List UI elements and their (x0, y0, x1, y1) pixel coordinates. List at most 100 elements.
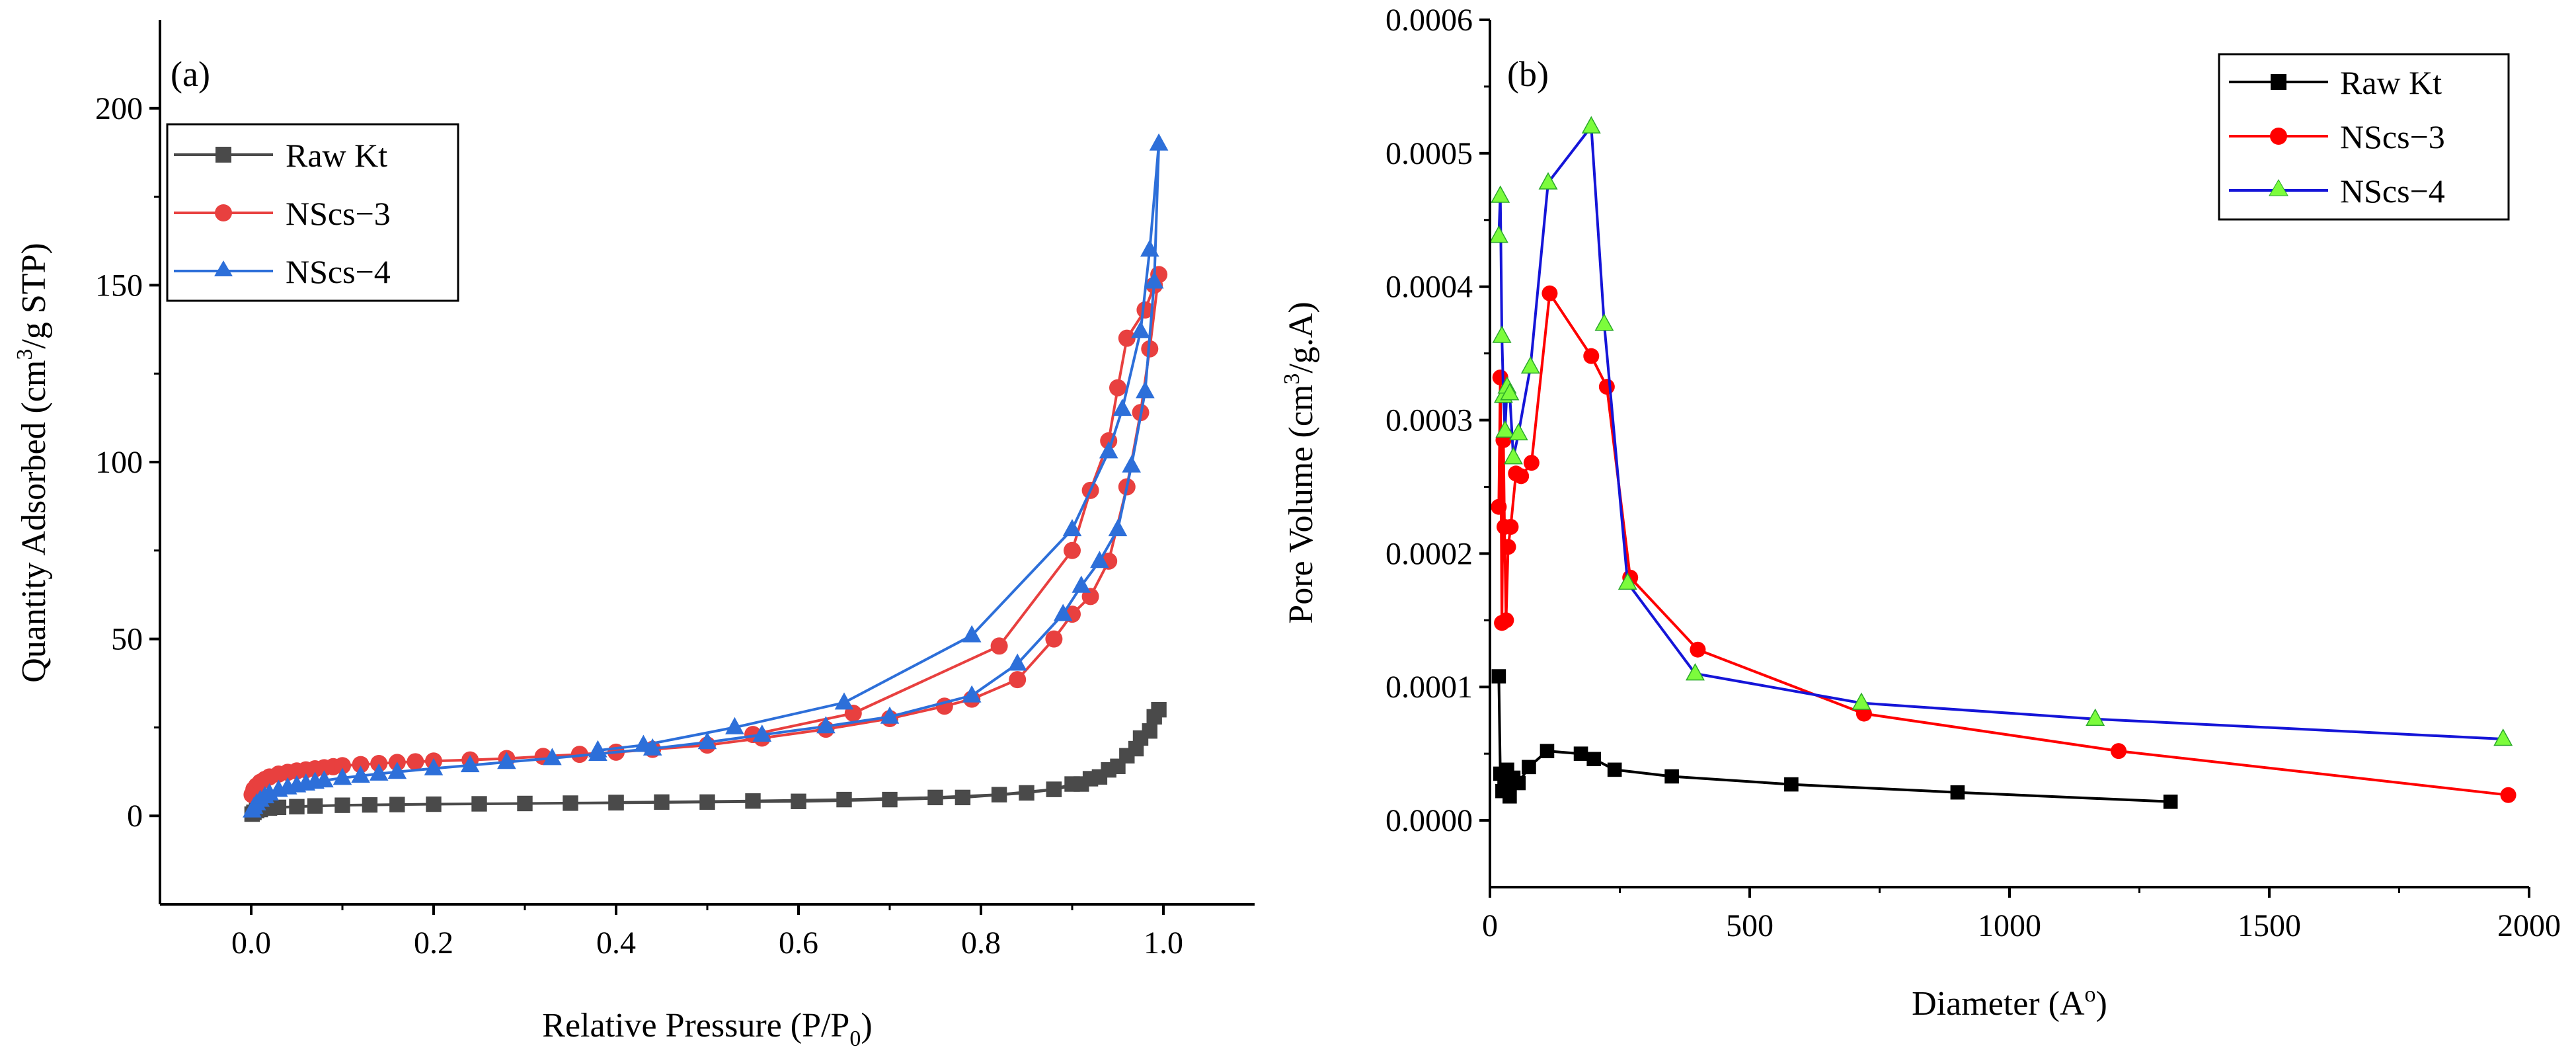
panel-a-x-tick-label: 0.0 (231, 925, 271, 961)
panel-b-point-nscs-3 (1491, 498, 1507, 515)
panel-b-ticks: 0 500 1000 1500 2000 0.0000 0.0001 0.0002 0.0003… (1386, 3, 2561, 943)
panel-a-legend: Raw Kt NScs−3 NScs−4 (166, 123, 459, 302)
panel-b-legend-label-nscs-4: NScs−4 (2340, 173, 2445, 210)
panel-a-tag: (a) (171, 54, 210, 94)
panel-a-point-raw-kt (836, 791, 852, 808)
panel-b-point-nscs-3 (1500, 539, 1516, 555)
panel-b-point-nscs-4 (1508, 422, 1528, 441)
panel-b-point-raw-kt (1503, 789, 1517, 804)
panel-b-point-raw-kt (1950, 785, 1965, 800)
panel-a-x-tick-label: 0.8 (961, 925, 1001, 961)
panel-a-point-nscs-4 (1072, 575, 1091, 593)
panel-b-point-nscs-4 (1618, 572, 1637, 590)
panel-b-point-nscs-3 (1598, 379, 1615, 395)
panel-b-point-nscs-3 (1542, 285, 1558, 301)
panel-a-point-raw-kt (927, 789, 943, 806)
panel-a-x-tick-label: 0.2 (414, 925, 453, 961)
panel-a-point-nscs-4 (369, 763, 389, 781)
panel-a-point-raw-kt (426, 796, 442, 812)
panel-a-point-nscs-3 (1118, 329, 1136, 347)
panel-a-point-raw-kt (334, 797, 350, 813)
panel-b-point-nscs-3 (1690, 641, 1706, 658)
panel-b-point-nscs-4 (1538, 172, 1558, 190)
panel-a-point-raw-kt (1142, 723, 1157, 739)
panel-b-point-nscs-4 (1852, 692, 1871, 710)
panel-b-point-nscs-4 (1581, 116, 1601, 134)
panel-a-point-nscs-4 (697, 732, 717, 750)
panel-b-point-nscs-3 (1498, 612, 1514, 629)
panel-a-point-raw-kt (791, 793, 806, 809)
panel-a-y-tick-label: 200 (95, 91, 143, 126)
panel-a-point-nscs-3 (407, 753, 424, 771)
panel-a-point-nscs-3 (352, 756, 370, 773)
panel-a-point-nscs-4 (1144, 271, 1164, 289)
panel-b-y-tick-label: 0.0001 (1386, 670, 1473, 705)
panel-b-x-tick-label: 2000 (2497, 908, 2561, 943)
panel-a-legend-marker-nscs-3 (215, 204, 232, 221)
panel-b-y-tick-label: 0.0002 (1386, 536, 1473, 571)
panel-b-x-tick-label: 1000 (1978, 908, 2041, 943)
panel-a-chart: 0.0 0.2 0.4 0.6 0.8 1.0 0 50 100 150 200 (a) Relat… (13, 20, 1255, 1051)
panel-b-legend-label-raw-kt: Raw Kt (2340, 64, 2442, 101)
panel-a-legend-label-raw-kt: Raw Kt (286, 137, 387, 174)
panel-b-series-line-nscs-3 (1497, 292, 2509, 797)
panel-a-point-nscs-4 (880, 706, 900, 724)
panel-b-y-tick-label: 0.0003 (1386, 403, 1473, 438)
panel-a-y-axis-title: Quantity Adsorbed (cm3/g STP) (13, 243, 53, 683)
panel-b-x-tick-label: 0 (1482, 908, 1498, 943)
panel-b-point-nscs-3 (1503, 519, 1519, 535)
panel-a-legend-marker-raw-kt (215, 147, 231, 163)
panel-b-series (1489, 116, 2517, 809)
panel-a-point-nscs-4 (460, 755, 480, 773)
panel-b-point-nscs-3 (2111, 743, 2127, 760)
panel-a-point-nscs-3 (1136, 301, 1154, 319)
panel-a-legend-item-raw-kt: Raw Kt (174, 137, 387, 174)
panel-a-point-raw-kt (270, 799, 287, 816)
panel-b-point-nscs-4 (1503, 447, 1523, 465)
panel-a-legend-marker-nscs-4 (214, 260, 233, 276)
panel-b-series-line-raw-kt (1497, 676, 2171, 803)
panel-b-point-nscs-4 (1489, 225, 1508, 243)
panel-a-legend-item-nscs-3: NScs−3 (174, 195, 391, 232)
panel-a-point-nscs-4 (424, 758, 444, 775)
panel-a-series-line-nscs-3 (251, 273, 1161, 795)
panel-b-point-nscs-4 (1500, 383, 1520, 401)
panel-a-point-nscs-4 (315, 770, 334, 788)
panel-a-point-raw-kt (991, 787, 1007, 803)
panel-b-point-nscs-4 (2086, 708, 2105, 726)
panel-a-point-raw-kt (654, 794, 670, 810)
panel-a-point-raw-kt (471, 796, 487, 812)
panel-b-point-nscs-4 (2493, 728, 2513, 746)
panel-a-point-nscs-4 (834, 692, 854, 710)
panel-a-point-raw-kt (882, 791, 898, 808)
panel-a-point-nscs-4 (1053, 604, 1073, 621)
panel-a-y-tick-label: 0 (127, 799, 143, 834)
panel-b-point-raw-kt (1586, 752, 1601, 767)
panel-a-point-nscs-4 (387, 762, 407, 779)
panel-b-point-raw-kt (1664, 769, 1679, 784)
panel-b-legend-item-raw-kt: Raw Kt (2229, 64, 2442, 101)
panel-a-point-raw-kt (389, 797, 405, 812)
panel-a-point-raw-kt (608, 795, 624, 810)
panel-a-x-axis-title: Relative Pressure (P/P0) (542, 1007, 872, 1051)
panel-a-point-nscs-4 (752, 725, 772, 742)
panel-a-x-tick-label: 0.4 (596, 925, 636, 961)
panel-b-y-tick-label: 0.0005 (1386, 136, 1473, 171)
panel-a-point-nscs-3 (1109, 379, 1126, 397)
panel-a-point-nscs-4 (962, 625, 982, 643)
panel-a-legend-label-nscs-3: NScs−3 (286, 195, 391, 232)
panel-a-point-nscs-4 (1090, 551, 1109, 569)
panel-b-legend-label-nscs-3: NScs−3 (2340, 118, 2445, 155)
panel-b-x-tick-label: 500 (1726, 908, 1774, 943)
panel-a-point-raw-kt (1073, 776, 1089, 792)
panel-a-point-raw-kt (1046, 781, 1062, 797)
panel-a-point-raw-kt (745, 793, 761, 809)
panel-a-point-nscs-4 (1062, 519, 1082, 537)
panel-a-point-nscs-4 (332, 767, 352, 785)
panel-b-point-raw-kt (1540, 744, 1555, 758)
panel-a-y-tick-label: 150 (95, 268, 143, 303)
panel-a-point-nscs-4 (351, 765, 370, 783)
panel-a-x-tick-label: 0.6 (779, 925, 818, 961)
panel-a-legend-label-nscs-4: NScs−4 (286, 253, 391, 290)
